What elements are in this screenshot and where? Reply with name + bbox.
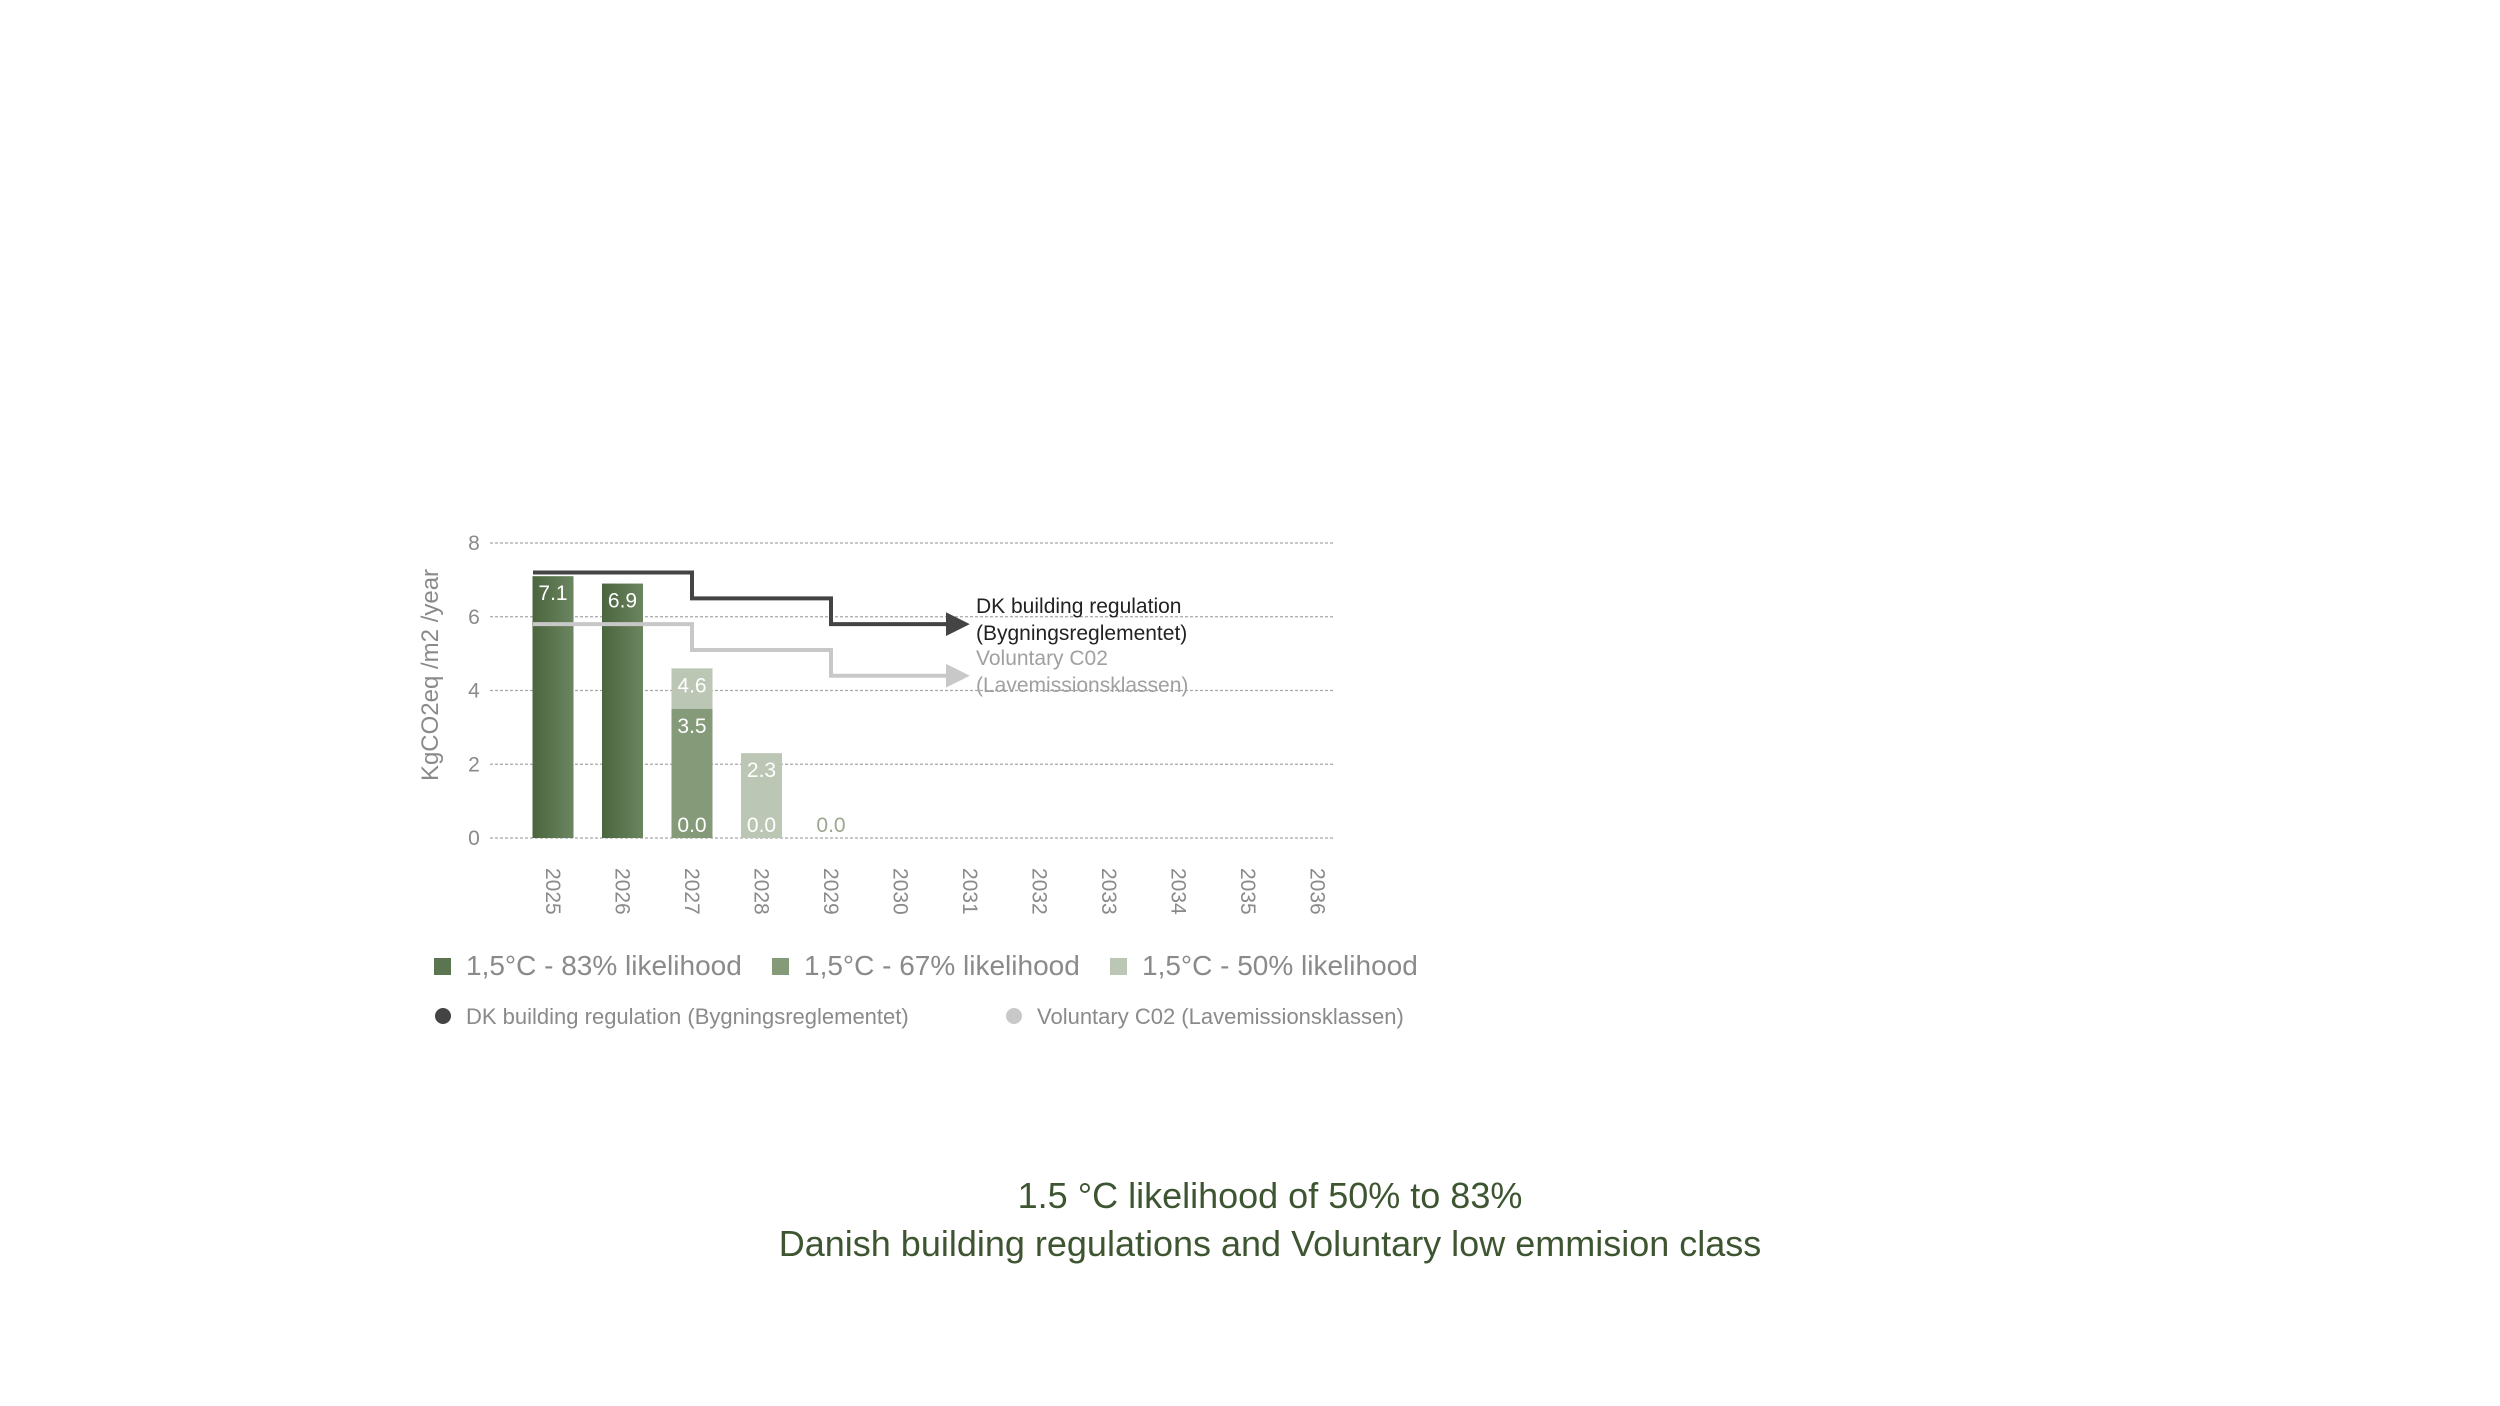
regulation-lines: DK building regulation (Bygningsreglement… <box>533 570 1188 697</box>
line-annotation: (Lavemissionsklassen) <box>976 674 1188 697</box>
x-tick-label: 2029 <box>819 868 842 915</box>
x-tick-label: 2036 <box>1306 868 1329 915</box>
line-annotation: DK building regulation <box>976 595 1181 618</box>
bar <box>532 576 574 838</box>
y-axis-label: KgCO2eq /m2 /year <box>417 569 444 781</box>
line-annotation: Voluntary C02 <box>976 647 1108 670</box>
legend-swatch <box>434 958 451 975</box>
bar <box>671 708 713 838</box>
bars: 7.1 6.9 4.6 3.5 0.0 2.3 0.0 0.0 <box>532 576 846 838</box>
regulation-step-line <box>533 622 970 688</box>
x-tick-label: 2033 <box>1097 868 1120 915</box>
bar-value-label: 0.0 <box>747 814 776 837</box>
regulation-step-line <box>533 570 970 637</box>
legend-swatch <box>1006 1008 1022 1024</box>
legend-label: 1,5°C - 67% likelihood <box>804 950 1080 981</box>
legend-label: 1,5°C - 50% likelihood <box>1142 950 1418 981</box>
y-tick-label: 8 <box>468 532 480 555</box>
caption-line-1: 1.5 °C likelihood of 50% to 83% <box>1017 1175 1523 1216</box>
y-axis: 0 2 4 6 8 <box>468 532 480 850</box>
legend-label: 1,5°C - 83% likelihood <box>466 950 742 981</box>
x-tick-label: 2026 <box>611 868 634 915</box>
x-tick-label: 2028 <box>750 868 773 915</box>
legend: 1,5°C - 83% likelihood 1,5°C - 67% likeli… <box>434 950 1418 1029</box>
bar <box>602 583 643 838</box>
line-annotation: (Bygningsreglementet) <box>976 622 1187 645</box>
y-tick-label: 4 <box>468 680 480 703</box>
y-tick-label: 6 <box>468 606 480 629</box>
x-tick-label: 2034 <box>1167 868 1190 915</box>
legend-swatch <box>1110 958 1127 975</box>
bar-value-label: 2.3 <box>747 759 776 782</box>
y-tick-label: 2 <box>468 753 480 776</box>
legend-swatch <box>435 1008 451 1024</box>
x-tick-label: 2027 <box>680 868 703 915</box>
bar-value-label: 6.9 <box>608 590 637 613</box>
bar-value-label: 4.6 <box>677 674 706 697</box>
x-tick-label: 2032 <box>1028 868 1051 915</box>
legend-label: Voluntary C02 (Lavemissionsklassen) <box>1037 1004 1404 1029</box>
bar-value-label: 3.5 <box>677 715 706 738</box>
caption-line-2: Danish building regulations and Voluntar… <box>778 1223 1762 1264</box>
x-tick-label: 2030 <box>889 868 912 915</box>
legend-swatch <box>772 958 789 975</box>
bar-value-label: 0.0 <box>816 814 845 837</box>
bar-value-label: 0.0 <box>677 814 706 837</box>
bar <box>741 753 782 838</box>
bar-value-label: 7.1 <box>538 582 567 605</box>
x-tick-label: 2035 <box>1236 868 1259 915</box>
y-tick-label: 0 <box>468 827 480 850</box>
legend-label: DK building regulation (Bygningsreglemen… <box>466 1004 909 1029</box>
x-tick-label: 2031 <box>958 868 981 915</box>
x-tick-label: 2025 <box>541 868 564 915</box>
x-axis: 2025 2026 2027 2028 2029 2030 2031 2032 2033 2034… <box>541 868 1329 915</box>
